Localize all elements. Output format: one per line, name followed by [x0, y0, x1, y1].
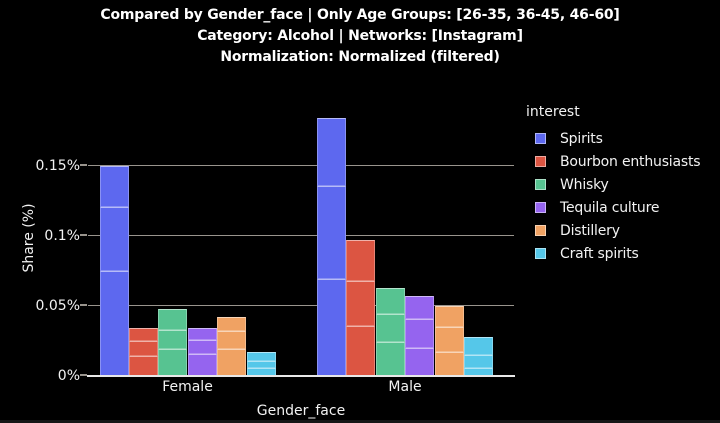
bar-segment-male-craft-spirits-36-45[interactable] [464, 355, 493, 368]
bar-male-whisky[interactable] [375, 288, 405, 376]
bar-male-bourbon-enthusiasts[interactable] [346, 240, 376, 376]
bar-segment-male-craft-spirits-46-60[interactable] [464, 337, 493, 355]
bar-male-spirits[interactable] [317, 118, 346, 376]
y-tick-label: 0.1% [44, 228, 80, 244]
gridline-0.1% [88, 235, 514, 236]
bar-segment-female-distillery-36-45[interactable] [217, 331, 247, 349]
bar-segment-female-tequila-culture-36-45[interactable] [187, 340, 217, 354]
legend-item-craft-spirits[interactable]: Craft spirits [524, 242, 720, 265]
bar-segment-male-spirits-46-60[interactable] [317, 118, 346, 186]
legend-label: Whisky [560, 176, 609, 193]
bar-segment-male-distillery-26-35[interactable] [434, 352, 464, 376]
bar-segment-male-distillery-36-45[interactable] [434, 327, 464, 352]
legend-label: Spirits [560, 130, 603, 147]
legend-title: interest [526, 104, 580, 120]
window-edge [0, 420, 720, 423]
legend-swatch-icon [535, 248, 546, 259]
bar-segment-male-tequila-culture-46-60[interactable] [405, 296, 435, 319]
bar-segment-female-spirits-36-45[interactable] [99, 207, 129, 271]
bar-segment-female-distillery-46-60[interactable] [217, 317, 247, 331]
bar-segment-female-spirits-26-35[interactable] [99, 271, 129, 376]
bar-female-whisky[interactable] [158, 309, 188, 376]
x-tick-label-female: Female [162, 379, 213, 395]
gridline-0.15% [88, 165, 514, 166]
bar-segment-female-craft-spirits-36-45[interactable] [246, 361, 276, 368]
bar-segment-female-bourbon-enthusiasts-26-35[interactable] [128, 356, 158, 376]
bar-segment-female-whisky-26-35[interactable] [158, 349, 188, 376]
legend-swatch-icon [535, 202, 546, 213]
legend-item-spirits[interactable]: Spirits [524, 127, 720, 150]
bar-female-tequila-culture[interactable] [187, 328, 217, 376]
bar-male-distillery[interactable] [434, 306, 464, 376]
chart-title-line-2: Category: Alcohol | Networks: [Instagram… [197, 28, 523, 44]
bar-segment-female-distillery-26-35[interactable] [217, 349, 247, 376]
y-tick-mark [80, 304, 87, 306]
chart-title-line-3: Normalization: Normalized (filtered) [220, 49, 500, 65]
bar-segment-female-tequila-culture-46-60[interactable] [187, 328, 217, 340]
bar-segment-male-bourbon-enthusiasts-46-60[interactable] [346, 240, 376, 281]
gridline-0.05% [88, 305, 514, 306]
bar-male-tequila-culture[interactable] [405, 296, 435, 376]
bar-female-craft-spirits[interactable] [246, 352, 276, 376]
bar-segment-male-tequila-culture-36-45[interactable] [405, 319, 435, 348]
chart-title: Compared by Gender_face | Only Age Group… [0, 5, 720, 68]
bar-segment-male-spirits-36-45[interactable] [317, 186, 346, 279]
legend-swatch-icon [535, 225, 546, 236]
bar-segment-female-tequila-culture-26-35[interactable] [187, 354, 217, 376]
bar-segment-male-tequila-culture-26-35[interactable] [405, 348, 435, 376]
x-axis-title: Gender_face [256, 403, 346, 419]
y-tick-mark [80, 234, 87, 236]
legend-item-distillery[interactable]: Distillery [524, 219, 720, 242]
bar-segment-male-bourbon-enthusiasts-26-35[interactable] [346, 326, 376, 376]
legend-swatch-icon [535, 156, 546, 167]
bar-segment-male-distillery-46-60[interactable] [434, 306, 464, 327]
bar-female-bourbon-enthusiasts[interactable] [128, 328, 158, 376]
legend-label: Craft spirits [560, 245, 639, 262]
bar-segment-female-bourbon-enthusiasts-36-45[interactable] [128, 341, 158, 356]
y-tick-mark [80, 374, 87, 376]
plot-area: 0% 0.05% 0.1% 0.15% Female Male [36, 96, 515, 395]
x-tick-label-male: Male [388, 379, 422, 395]
legend-item-bourbon-enthusiasts[interactable]: Bourbon enthusiasts [524, 150, 720, 173]
bar-segment-male-spirits-26-35[interactable] [317, 279, 346, 376]
legend-label: Bourbon enthusiasts [560, 153, 701, 170]
legend-label: Tequila culture [560, 199, 660, 216]
bar-segment-female-craft-spirits-46-60[interactable] [246, 352, 276, 361]
bar-segment-female-bourbon-enthusiasts-46-60[interactable] [128, 328, 158, 341]
y-tick-label: 0.15% [35, 158, 80, 174]
bar-segment-male-whisky-26-35[interactable] [375, 342, 405, 376]
bar-female-distillery[interactable] [217, 317, 247, 376]
y-tick-label: 0% [57, 368, 80, 384]
legend-label: Distillery [560, 222, 620, 239]
bar-segment-male-bourbon-enthusiasts-36-45[interactable] [346, 281, 376, 326]
bar-male-craft-spirits[interactable] [464, 337, 493, 376]
y-tick-label: 0.05% [35, 298, 80, 314]
bar-segment-female-whisky-46-60[interactable] [158, 309, 188, 330]
y-tick-mark [80, 164, 87, 166]
bar-female-spirits[interactable] [99, 166, 129, 376]
legend-item-whisky[interactable]: Whisky [524, 173, 720, 196]
legend-swatch-icon [535, 133, 546, 144]
bar-segment-male-whisky-36-45[interactable] [375, 314, 405, 342]
legend: interest Spirits Bourbon enthusiasts Whisk… [524, 104, 720, 265]
legend-item-tequila-culture[interactable]: Tequila culture [524, 196, 720, 219]
bar-segment-female-spirits-46-60[interactable] [99, 166, 129, 207]
bar-segment-male-whisky-46-60[interactable] [375, 288, 405, 314]
chart-title-line-1: Compared by Gender_face | Only Age Group… [100, 7, 620, 23]
x-axis-line [87, 375, 515, 377]
bar-segment-female-whisky-36-45[interactable] [158, 330, 188, 349]
legend-swatch-icon [535, 179, 546, 190]
